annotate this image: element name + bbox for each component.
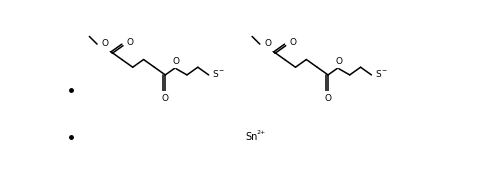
- Text: −: −: [219, 68, 224, 73]
- Text: Sn: Sn: [246, 132, 258, 142]
- Text: −: −: [381, 68, 387, 73]
- Text: O: O: [126, 38, 134, 47]
- Text: O: O: [172, 57, 180, 66]
- Text: S: S: [213, 70, 218, 79]
- Text: O: O: [335, 57, 342, 66]
- Text: O: O: [289, 38, 297, 47]
- Text: O: O: [102, 39, 109, 48]
- Text: O: O: [264, 39, 272, 48]
- Text: O: O: [325, 93, 331, 102]
- Text: 2+: 2+: [257, 130, 266, 135]
- Text: S: S: [376, 70, 381, 79]
- Text: O: O: [162, 93, 169, 102]
